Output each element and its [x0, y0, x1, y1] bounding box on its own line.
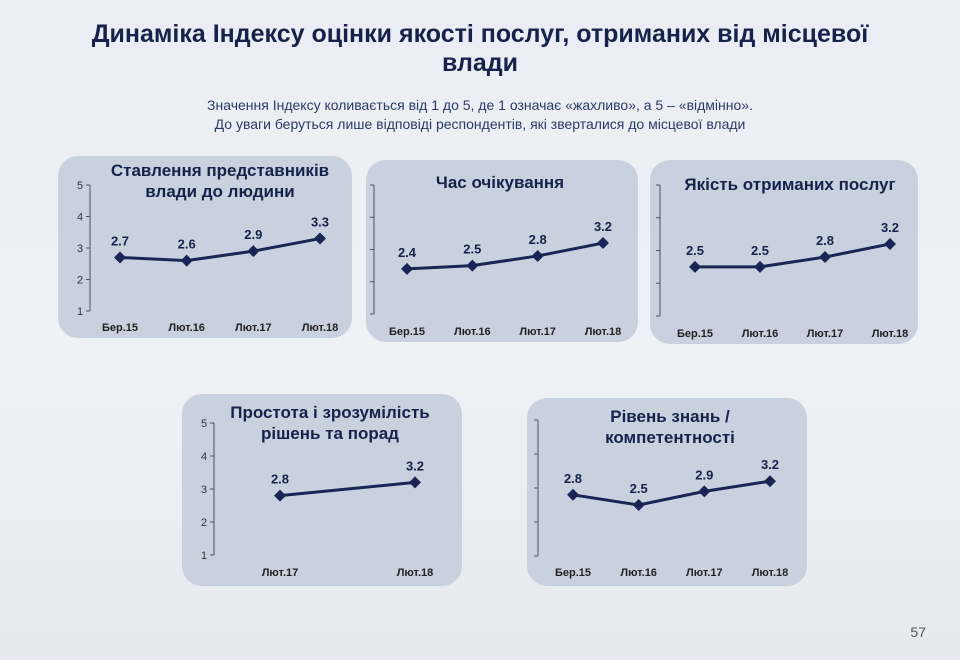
x-tick-label: Лют.16 — [168, 322, 205, 334]
data-label: 3.2 — [406, 458, 424, 473]
chart-panel-attitude — [58, 156, 352, 338]
y-tick-label: 3 — [201, 484, 207, 496]
data-label: 3.2 — [594, 219, 612, 234]
data-point — [180, 254, 193, 267]
y-tick-label: 5 — [201, 418, 207, 430]
data-point — [597, 237, 609, 250]
data-point — [247, 245, 260, 258]
chart-title-competence: Рівень знань / компетентності — [605, 407, 735, 447]
data-point — [698, 485, 711, 498]
x-tick-label: Бер.15 — [555, 567, 591, 579]
y-tick-label: 2 — [77, 275, 83, 287]
chart-title-simplicity: Простота і зрозумілість рішень та порад — [230, 403, 430, 443]
series-line — [279, 480, 416, 498]
series-line — [695, 242, 891, 269]
data-label: 2.6 — [178, 237, 196, 252]
chart-panel-waiting — [366, 160, 638, 342]
x-tick-label: Лют.16 — [454, 326, 491, 338]
y-tick-label: 4 — [77, 212, 83, 224]
series-line — [406, 241, 604, 271]
chart-title-quality: Якість отриманих послуг — [684, 175, 896, 194]
data-point — [764, 475, 776, 488]
x-tick-label: Бер.15 — [677, 328, 713, 340]
data-label: 3.2 — [881, 220, 899, 235]
data-label: 3.3 — [311, 215, 329, 230]
data-point — [401, 262, 413, 275]
y-tick-label: 4 — [201, 451, 207, 463]
data-point — [754, 260, 766, 273]
data-point — [314, 232, 326, 245]
data-label: 2.4 — [398, 245, 417, 260]
data-label: 2.5 — [751, 243, 769, 258]
x-tick-label: Лют.18 — [872, 328, 909, 340]
data-point — [466, 259, 479, 272]
y-tick-label: 2 — [201, 517, 207, 529]
series-line — [119, 237, 321, 263]
data-label: 2.5 — [686, 243, 704, 258]
chart-title-waiting: Час очікування — [435, 173, 565, 192]
x-tick-label: Лют.17 — [686, 567, 723, 579]
x-tick-label: Лют.18 — [302, 322, 339, 334]
data-label: 2.9 — [244, 227, 262, 242]
x-tick-label: Лют.16 — [742, 328, 779, 340]
x-tick-label: Лют.16 — [620, 567, 657, 579]
data-label: 2.5 — [630, 481, 648, 496]
data-point — [274, 489, 286, 502]
data-point — [531, 249, 544, 262]
data-point — [819, 251, 831, 264]
chart-panel-quality — [650, 160, 918, 344]
x-tick-label: Лют.17 — [519, 326, 556, 338]
data-label: 2.8 — [271, 472, 289, 487]
y-tick-label: 5 — [77, 180, 83, 192]
subtitle-line-2: До уваги беруться лише відповіді респонд… — [214, 116, 746, 132]
data-label: 2.8 — [529, 232, 547, 247]
data-label: 2.5 — [463, 242, 481, 257]
x-tick-label: Лют.18 — [752, 567, 789, 579]
data-point — [567, 488, 579, 501]
data-label: 2.7 — [111, 233, 129, 248]
data-point — [114, 251, 126, 264]
data-label: 2.9 — [695, 467, 713, 482]
data-label: 2.8 — [816, 233, 834, 248]
y-tick-label: 1 — [77, 306, 83, 318]
x-tick-label: Лют.17 — [807, 328, 844, 340]
series-line — [572, 479, 771, 507]
data-point — [632, 499, 645, 511]
y-tick-label: 1 — [201, 550, 207, 562]
data-point — [689, 260, 701, 273]
x-tick-label: Лют.17 — [235, 322, 272, 334]
x-tick-label: Лют.18 — [397, 567, 434, 579]
x-tick-label: Бер.15 — [389, 326, 425, 338]
x-tick-label: Лют.17 — [262, 567, 299, 579]
y-tick-label: 3 — [77, 243, 83, 255]
page-number: 57 — [910, 624, 926, 640]
data-label: 3.2 — [761, 457, 779, 472]
x-tick-label: Бер.15 — [102, 322, 138, 334]
subtitle-line-1: Значення Індексу коливається від 1 до 5,… — [207, 97, 753, 113]
data-point — [409, 476, 421, 489]
data-label: 2.8 — [564, 471, 582, 486]
data-point — [884, 237, 896, 250]
x-tick-label: Лют.18 — [585, 326, 622, 338]
page-title: Динаміка Індексу оцінки якості послуг, о… — [91, 20, 869, 77]
chart-title-attitude: Ставлення представників влади до людини — [110, 161, 330, 201]
